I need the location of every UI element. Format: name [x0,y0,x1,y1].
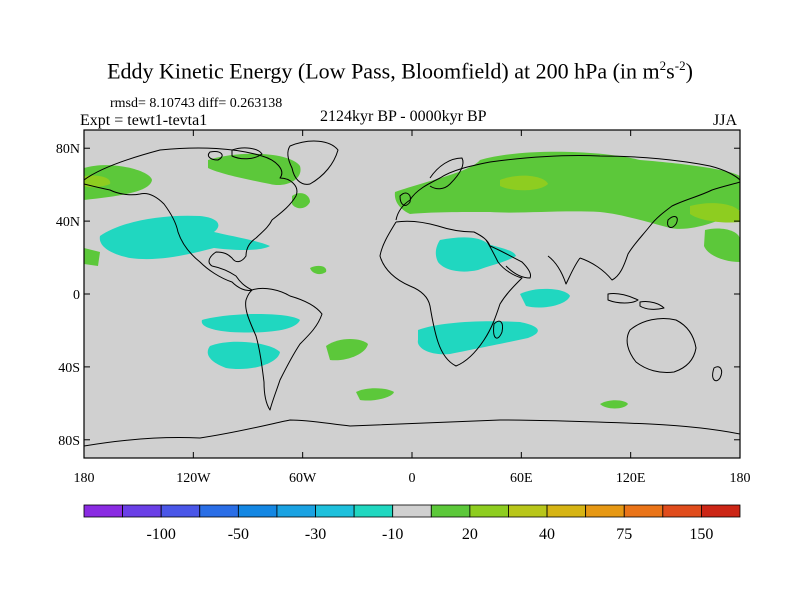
lat-tick-label: 0 [73,288,80,303]
colorbar-label: 75 [616,526,632,543]
lat-tick-label: 80S [58,434,80,449]
colorbar-swatch [276,504,316,518]
colorbar-label: -30 [305,526,326,543]
lon-tick-label: 60E [510,471,533,486]
colorbar-label: -10 [382,526,403,543]
moderate-positive-regions [84,175,740,223]
stats-text: rmsd= 8.10743 diff= 0.263138 [110,96,283,111]
colorbar-swatch [585,504,625,518]
colorbar-label: 150 [689,526,713,543]
map-title: Eddy Kinetic Energy (Low Pass, Bloomfiel… [107,58,693,84]
colorbar-swatch [508,504,548,518]
lon-tick-label: 60W [289,471,317,486]
lat-tick-label: 80N [56,142,80,157]
lat-tick-label: 40S [58,361,80,376]
colorbar-swatch [662,504,702,518]
coastlines [84,140,740,447]
colorbar-swatch [199,504,239,518]
lat-tick-label: 40N [56,215,80,230]
colorbar-swatch [430,504,471,518]
colorbar-swatch [353,504,394,518]
lon-tick-label: 180 [74,471,95,486]
lon-tick-label: 180 [730,471,751,486]
colorbar-swatch [237,504,278,518]
colorbar-swatch [469,504,509,518]
lon-tick-label: 120E [616,471,646,486]
lon-tick-label: 0 [409,471,416,486]
colorbar-label: -100 [147,526,176,543]
colorbar-swatch [623,504,664,518]
colorbar-swatch [160,504,201,518]
colorbar-label: 40 [539,526,555,543]
colorbar: -100 -50 -30 -10 20 40 75 150 [83,504,741,543]
anomaly-fields [84,151,740,409]
colorbar-label: -50 [228,526,249,543]
colorbar-swatch [83,504,123,518]
positive-anomaly-regions [84,151,740,409]
negative-anomaly-regions [99,215,570,370]
colorbar-swatch [315,504,355,518]
latitude-axis: 80N 40N 0 40S 80S [56,142,740,449]
experiment-label: Expt = tewt1-tevta1 [80,112,208,129]
lon-tick-label: 120W [176,471,211,486]
period-label: 2124kyr BP - 0000kyr BP [320,108,487,125]
longitude-axis: 180 120W 60W 0 60E 120E 180 [74,130,751,486]
colorbar-label: 20 [462,526,478,543]
colorbar-swatch [701,504,741,518]
season-label: JJA [713,112,738,129]
colorbar-swatch [546,504,587,518]
colorbar-swatch [122,504,162,518]
colorbar-swatch [392,504,432,518]
